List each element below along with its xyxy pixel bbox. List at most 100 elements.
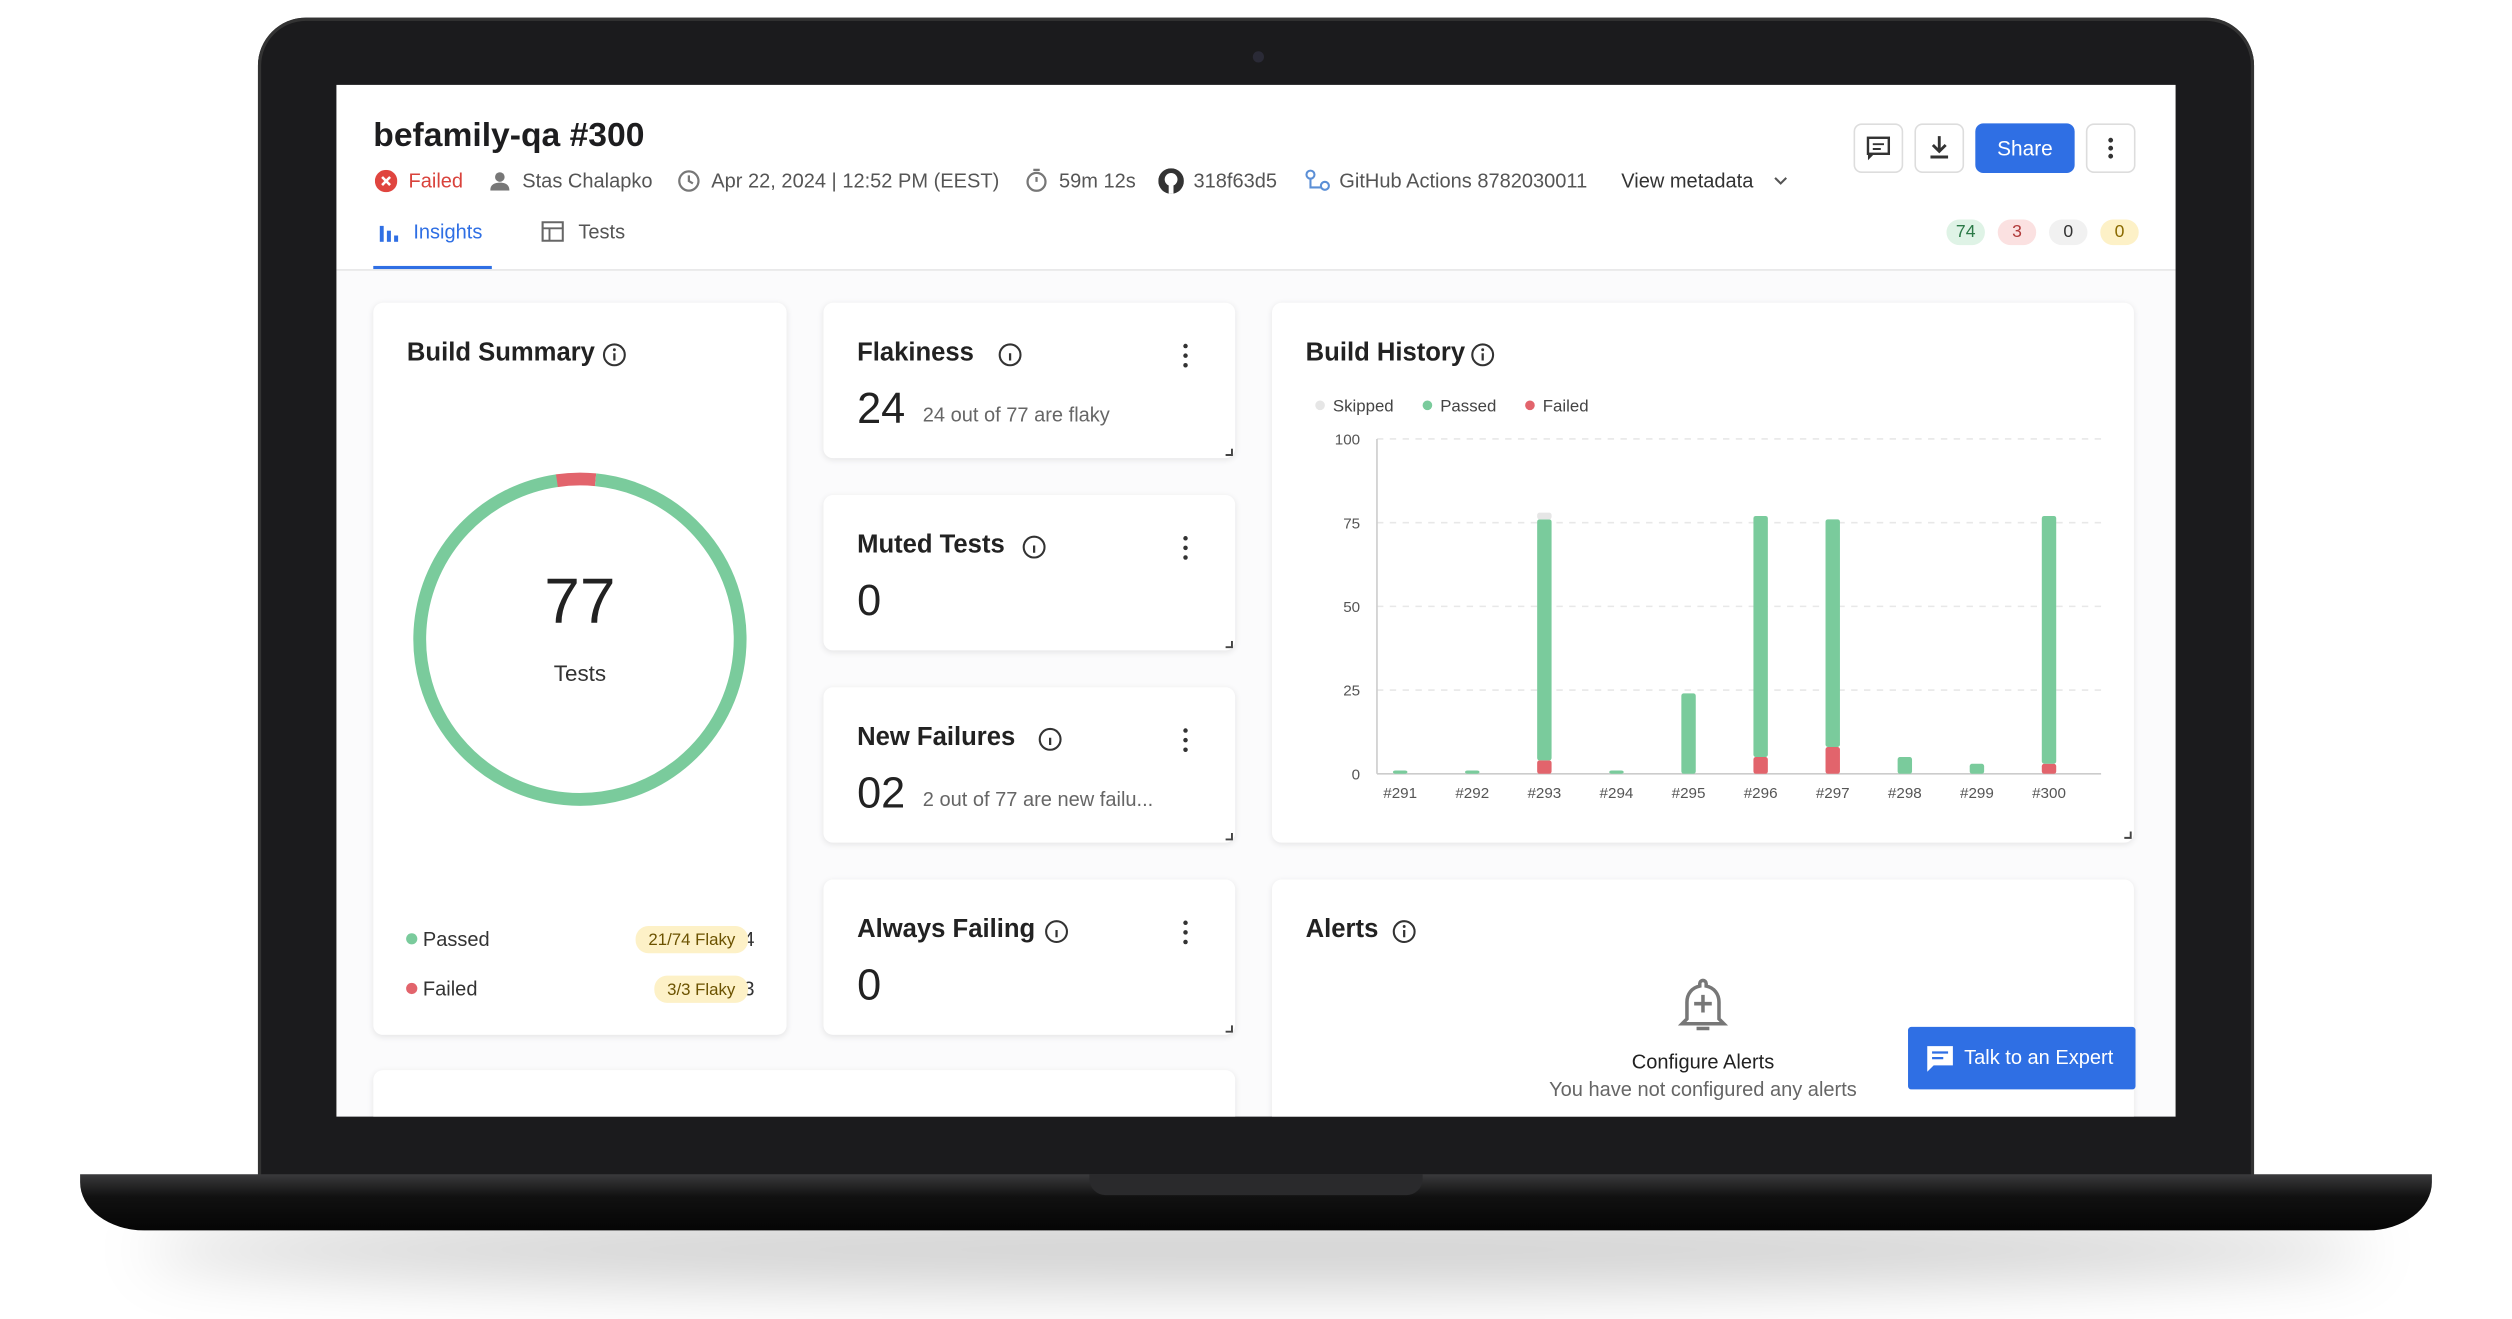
- x-tick-label: #295: [1672, 785, 1706, 802]
- expert-label: Talk to an Expert: [1964, 1046, 2114, 1069]
- resize-mark: [2124, 831, 2132, 839]
- metric-value: 0: [857, 961, 882, 1010]
- flaky-badge: 21/74 Flaky: [635, 925, 749, 954]
- menu-dot: [1183, 545, 1188, 551]
- tab-insights[interactable]: Insights: [413, 221, 483, 244]
- ci: GitHub Actions 8782030011: [1339, 169, 1588, 193]
- tab-underline: [373, 265, 492, 270]
- timer-icon: [1026, 168, 1047, 192]
- bar-segment: [1753, 515, 1768, 758]
- resize-mark: [1225, 448, 1233, 456]
- y-tick-label: 50: [1343, 599, 1360, 616]
- menu-dot: [1183, 930, 1188, 935]
- build-history-chart: Skipped Passed Failed 0 25 50 75 100 #291 #292 #29…: [1315, 397, 2132, 839]
- menu-icon: [1183, 343, 1188, 368]
- y-tick-label: 75: [1343, 515, 1360, 532]
- info-icon: [1471, 343, 1495, 367]
- divider: [336, 269, 2176, 271]
- x-tick-label: #298: [1888, 785, 1922, 802]
- menu-dot: [1183, 536, 1188, 541]
- legend-dot: [1422, 400, 1433, 411]
- info-ring: [1045, 920, 1069, 944]
- resize-mark: [1225, 640, 1233, 649]
- chat-icon: [1927, 1046, 1953, 1072]
- info-icon: [1045, 920, 1069, 944]
- view-metadata[interactable]: View metadata: [1621, 169, 1754, 193]
- donut-segment: [413, 472, 747, 806]
- user-icon: [490, 172, 510, 191]
- flaky-badge-bg: [654, 975, 749, 1003]
- ci-icon: [1305, 169, 1330, 191]
- x-tick-label: #296: [1744, 785, 1778, 802]
- menu-dot: [1183, 747, 1188, 752]
- flaky-label: 3/3 Flaky: [667, 980, 736, 999]
- card-title: Build Summary: [406, 339, 595, 367]
- metric-value: 0: [857, 576, 882, 625]
- insights-icon: [379, 225, 399, 242]
- value-label: 3: [743, 979, 754, 1001]
- download-button[interactable]: [1914, 123, 1965, 174]
- metric-card: New Failures 02 2 out of 77 are new failu.…: [823, 687, 1236, 843]
- resize-handle: [1225, 448, 1233, 456]
- bar-segment: [1825, 519, 1840, 747]
- clock-icon: [678, 170, 700, 192]
- more-button[interactable]: [2085, 123, 2136, 174]
- bar-segment: [1897, 757, 1913, 774]
- legend-label: Passed: [423, 929, 490, 951]
- share-button[interactable]: Share: [1975, 123, 2075, 174]
- x-tick-label: #299: [1960, 785, 1994, 802]
- legend-dot: [1525, 400, 1535, 411]
- info-icon: [602, 343, 626, 367]
- legend-label: Skipped: [1333, 397, 1394, 416]
- resize-handle: [1225, 640, 1233, 649]
- info-icon: [1392, 920, 1416, 944]
- card-title: Alerts: [1305, 916, 1379, 944]
- y-tick-label: 100: [1335, 432, 1360, 449]
- card-title: Build History: [1305, 339, 1466, 367]
- chevron: [1774, 177, 1788, 185]
- card-title: New Failures: [857, 724, 1016, 752]
- comment-button[interactable]: [1853, 123, 1904, 174]
- bar-segment: [1753, 757, 1768, 774]
- menu-icon: [1183, 920, 1188, 945]
- menu-dot: [1183, 343, 1188, 349]
- bar-segment: [1681, 693, 1696, 774]
- tab-tests[interactable]: Tests: [578, 221, 626, 244]
- resize-handle: [1225, 1025, 1233, 1033]
- metric-card: Muted Tests 0: [823, 495, 1236, 651]
- card-title: Muted Tests: [857, 531, 1005, 560]
- bar-segment: [1825, 746, 1840, 774]
- x-tick-label: #293: [1527, 785, 1561, 802]
- y-tick-label: 25: [1343, 683, 1360, 700]
- bar-segment: [1537, 519, 1552, 761]
- flaky-label: 21/74 Flaky: [648, 930, 736, 949]
- expert-button[interactable]: Talk to an Expert: [1908, 1026, 2136, 1090]
- info-icon: [998, 343, 1022, 367]
- legend-dot: [1315, 400, 1325, 411]
- card-title: Always Failing: [857, 916, 1036, 944]
- metric-value: 02: [857, 768, 906, 818]
- bar-segment: [1609, 770, 1624, 774]
- info-icon: [1022, 535, 1046, 559]
- flaky-badge-bg: [635, 925, 749, 954]
- metric-note: 24 out of 77 are flaky: [922, 403, 1110, 427]
- bar-segment: [2041, 763, 2057, 774]
- menu-dot: [1183, 363, 1188, 368]
- card-title: Flakiness: [857, 339, 974, 367]
- unique-errors-card: [373, 1070, 1236, 1117]
- bar-segment: [1537, 512, 1552, 520]
- tests-icon: [541, 221, 564, 242]
- x-tick-label: #300: [2032, 785, 2066, 802]
- info-ring: [1038, 727, 1062, 751]
- menu-dot: [1183, 737, 1188, 743]
- comment-icon: [1866, 136, 1891, 161]
- metric-card: Always Failing 0: [823, 879, 1236, 1035]
- menu-dot: [1183, 555, 1188, 560]
- count-badge: 74: [1946, 219, 1985, 246]
- build-history-card: Build History: [1272, 302, 2134, 843]
- count-badge: 0: [2100, 219, 2139, 246]
- github-icon: [1158, 168, 1184, 194]
- bell-icon: [1677, 978, 1729, 1031]
- menu-dot: [1183, 939, 1188, 945]
